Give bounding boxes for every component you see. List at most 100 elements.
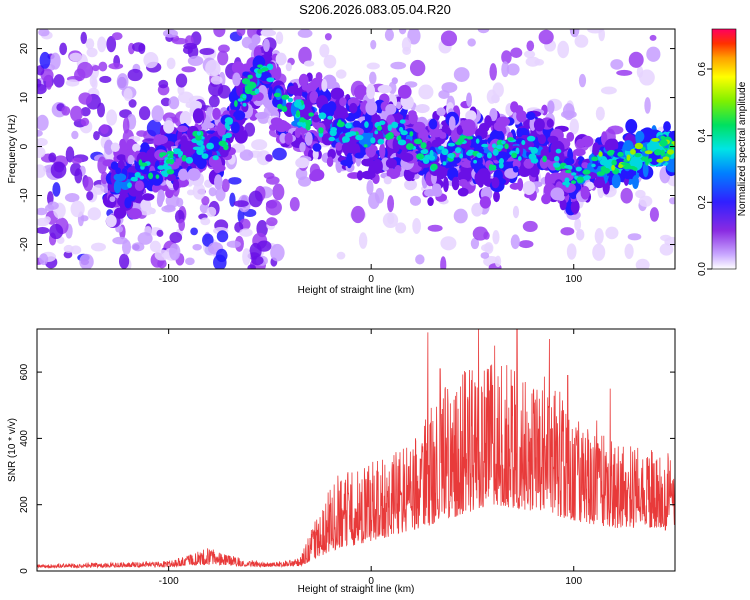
spectrogram-peak-cell (405, 143, 414, 150)
spectrogram-speckle (407, 29, 421, 45)
spectrogram-xtick-label: -100 (159, 274, 179, 285)
spectrogram-ridge-cell (165, 187, 174, 199)
spectrogram-speckle (510, 47, 523, 58)
spectrogram-speckle (128, 99, 137, 108)
spectrogram-ridge-cell (172, 178, 180, 191)
spectrogram-peak-cell (139, 175, 145, 180)
colorbar-tick-label: 0.0 (697, 262, 708, 276)
spectrogram-peak-cell (634, 153, 642, 158)
spectrogram-speckle (266, 217, 278, 227)
spectrogram-peak-cell (447, 142, 456, 147)
spectrogram-peak-cell (611, 159, 617, 166)
spectrogram-peak-cell (397, 139, 407, 146)
spectrogram-speckle (668, 197, 675, 205)
spectrogram-speckle (265, 154, 273, 162)
spectrogram-ridge-cell (192, 108, 204, 124)
spectrogram-speckle (87, 207, 101, 221)
spectrogram-peak-cell (648, 158, 653, 163)
spectrogram-peak-cell (667, 149, 675, 155)
spectrogram-ridge-cell (561, 171, 574, 182)
spectrogram-speckle (398, 29, 407, 35)
spectrogram-speckle (37, 217, 50, 227)
spectrogram-speckle (146, 119, 162, 137)
spectrogram-speckle (605, 226, 619, 240)
spectrogram-speckle (390, 61, 407, 70)
spectrogram-peak-cell (196, 131, 201, 136)
spectrogram-peak-cell (318, 127, 324, 134)
spectrogram-peak-cell (281, 106, 288, 113)
spectrogram-ridge-cell (231, 61, 245, 75)
spectrogram-peak-cell (600, 166, 607, 172)
spectrogram-speckle (467, 38, 476, 47)
spectrogram-speckle (49, 223, 64, 240)
spectrogram-peak-cell (459, 153, 464, 159)
spectrogram-speckle (158, 79, 169, 89)
spectrogram-speckle (90, 242, 106, 252)
spectrogram-peak-cell (660, 135, 666, 140)
spectrogram-ridge-cell (566, 131, 575, 142)
spectrogram-speckle (50, 161, 67, 179)
spectrogram-ridge-cell (436, 107, 446, 117)
spectrogram-peak-cell (305, 119, 312, 126)
spectrogram-speckle (168, 96, 180, 110)
spectrogram-ridge-cell (255, 111, 268, 120)
spectrogram-peak-cell (336, 121, 345, 128)
spectrogram-peak-cell (254, 88, 260, 95)
spectrogram-peak-cell (530, 158, 539, 164)
spectrogram-speckle (115, 225, 124, 233)
spectrogram-speckle (384, 29, 394, 42)
spectrogram-peak-cell (181, 154, 187, 162)
colorbar-frame (711, 28, 737, 270)
spectrogram-ridge-cell (493, 190, 500, 203)
spectrogram-ridge-cell (298, 73, 309, 87)
spectrogram-speckle (38, 29, 50, 37)
spectrogram-ridge-cell (113, 173, 127, 182)
spectrogram-speckle (470, 237, 480, 250)
spectrogram-speckle (93, 130, 100, 141)
spectrogram-peak-cell (244, 84, 253, 92)
spectrogram-ridge-cell (635, 130, 645, 143)
spectrogram-speckle (61, 106, 71, 116)
spectrogram-speckle (37, 78, 42, 88)
spectrogram-ridge-cell (217, 164, 226, 172)
spectrogram-speckle (242, 248, 251, 266)
spectrogram-peak-cell (227, 119, 233, 125)
spectrogram-ridge-cell (526, 111, 536, 120)
spectrogram-peak-cell (155, 174, 160, 179)
spectrogram-ridge-cell (550, 187, 565, 201)
spectrogram-speckle (440, 30, 458, 47)
spectrogram-peak-cell (598, 151, 603, 157)
spectrogram-peak-cell (562, 181, 571, 186)
spectrogram-speckle (64, 193, 80, 203)
spectrogram-ridge-cell (623, 140, 634, 152)
spectrogram-speckle (74, 168, 83, 184)
spectrogram-peak-cell (166, 169, 175, 175)
spectrogram-peak-cell (173, 148, 180, 155)
spectrogram-ridge-cell (383, 176, 392, 185)
spectrogram-peak-cell (499, 157, 504, 164)
spectrogram-peak-cell (139, 162, 148, 167)
snr-ytick-label: 0 (19, 568, 30, 574)
spectrogram-peak-cell (455, 147, 462, 154)
spectrogram-speckle (402, 46, 412, 55)
snr-xtick-label: 0 (368, 576, 374, 587)
spectrogram-ytick-label: 20 (19, 43, 30, 55)
spectrogram-ylabel: Frequency (Hz) (7, 115, 18, 184)
spectrogram-speckle (569, 118, 579, 135)
spectrogram-peak-cell (632, 167, 638, 171)
spectrogram-peak-cell (281, 94, 290, 100)
spectrogram-speckle (453, 208, 468, 224)
spectrogram-speckle (71, 157, 83, 165)
spectrogram-speckle (319, 44, 330, 58)
spectrogram-speckle (169, 231, 183, 244)
spectrogram-ridge-cell (151, 183, 160, 193)
spectrogram-peak-cell (634, 142, 644, 150)
spectrogram-speckle (190, 227, 198, 236)
spectrogram-peak-cell (496, 144, 504, 150)
colorbar-ticks: 0.0 0.2 0.4 0.6 (697, 62, 712, 276)
spectrogram-speckle (37, 138, 48, 147)
spectrogram-peak-cell (498, 162, 504, 169)
spectrogram-speckle (218, 44, 230, 53)
spectrogram-peak-cell (341, 135, 350, 143)
spectrogram-peak-cell (521, 140, 526, 146)
